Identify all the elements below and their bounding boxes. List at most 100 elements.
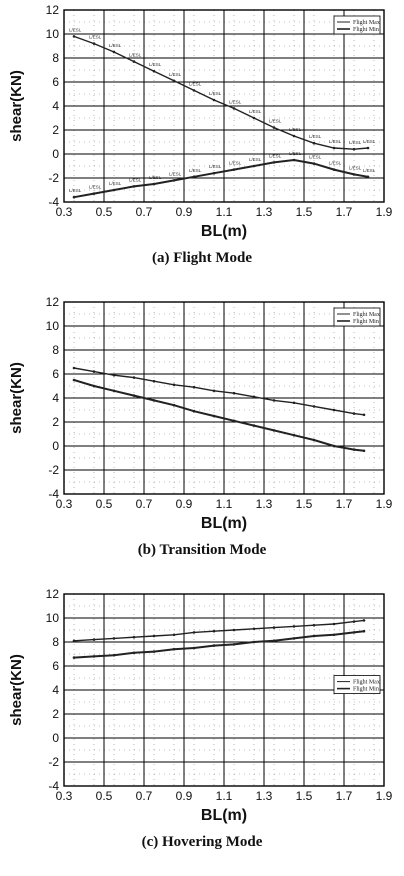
data-point: [92, 42, 96, 45]
data-point: [72, 35, 76, 38]
data-point: [192, 646, 196, 650]
y-tick-label: -2: [48, 463, 59, 477]
y-tick-label: -2: [48, 171, 59, 185]
data-point: [112, 653, 116, 657]
point-label: L/ESL: [289, 127, 302, 132]
series-flight-min: [72, 629, 366, 659]
y-tick-label: 8: [52, 343, 59, 357]
x-tick-label: 1.7: [336, 497, 353, 511]
series-flight-max: L/ESLL/ESLL/ESLL/ESLL/ESLL/ESLL/ESLL/ESL…: [69, 27, 376, 151]
data-point: [332, 633, 336, 637]
y-axis-label: shear(KN): [8, 70, 25, 142]
data-point: [152, 650, 156, 653]
point-label: L/ESL: [69, 27, 82, 32]
x-tick-label: 0.7: [136, 789, 153, 803]
x-axis-label: BL(m): [201, 807, 247, 824]
plot-frame: [63, 301, 385, 495]
data-point: [332, 622, 336, 626]
chart-caption: (b) Transition Mode: [138, 542, 267, 558]
chart-hovering-mode: 0.3 0.5 0.7 0.9 1.1 1.3 1.5 1.7 1.9 -4 -2 0 2 4 6 8 10 12…: [8, 587, 393, 850]
data-point: [192, 409, 196, 413]
data-point: [362, 619, 366, 622]
y-tick-label: -4: [48, 779, 59, 793]
major-grid: [63, 301, 385, 495]
data-point: [152, 634, 156, 638]
point-label: L/ESL: [229, 99, 242, 104]
x-tick-label: 0.9: [176, 789, 193, 803]
series-line: [73, 379, 365, 452]
x-axis-label: BL(m): [201, 515, 247, 532]
data-point: [232, 391, 236, 395]
point-label: L/ESL: [309, 155, 322, 160]
x-tick-label: 0.3: [56, 205, 73, 219]
y-tick-label: 4: [52, 683, 59, 697]
x-tick-label: 1.7: [336, 789, 353, 803]
data-point: [292, 134, 296, 138]
point-label: L/ESL: [109, 181, 122, 186]
data-point: [192, 631, 196, 634]
x-tick-label: 1.3: [256, 789, 273, 803]
point-label: L/ESL: [349, 140, 362, 145]
y-tick-label: 0: [52, 731, 59, 745]
y-tick-label: 6: [52, 367, 59, 381]
data-point: [352, 147, 356, 151]
x-tick-label: 1.9: [376, 789, 393, 803]
y-tick-label: 12: [46, 3, 60, 17]
data-point: [232, 628, 236, 632]
y-tick-label: 2: [52, 123, 59, 137]
point-label: L/ESL: [269, 153, 282, 158]
legend-label: Flight Max: [353, 20, 380, 26]
x-tick-label: 1.9: [376, 497, 393, 511]
legend-label: Flight Min: [353, 27, 379, 33]
point-label: L/ESL: [189, 168, 202, 173]
chart-transition-mode: 0.3 0.5 0.7 0.9 1.1 1.3 1.5 1.7 1.9 -4 -2 0 2 4 6 8 10 12…: [8, 295, 393, 558]
data-point: [352, 412, 356, 415]
data-point: [132, 376, 136, 379]
data-point: [72, 639, 76, 643]
y-tick-label: 0: [52, 147, 59, 161]
y-tick-label: 8: [52, 635, 59, 649]
data-point: [232, 643, 236, 646]
series-line: [73, 35, 369, 150]
chart-panel-transition: 0.3 0.5 0.7 0.9 1.1 1.3 1.5 1.7 1.9 -4 -2 0 2 4 6 8 10 12…: [0, 292, 404, 584]
data-point: [312, 438, 316, 442]
series-line: [73, 619, 365, 642]
data-point: [332, 168, 336, 171]
data-point: [232, 107, 236, 110]
x-tick-label: 0.9: [176, 205, 193, 219]
data-point: [292, 401, 296, 405]
point-label: L/ESL: [363, 168, 376, 173]
data-point: [172, 79, 176, 83]
x-tick-label: 1.5: [296, 205, 313, 219]
data-point: [152, 379, 156, 383]
plot-frame: [63, 593, 385, 787]
data-point: [192, 175, 196, 179]
x-tick-label: 0.3: [56, 497, 73, 511]
y-tick-label: -4: [48, 487, 59, 501]
y-tick-label: 8: [52, 51, 59, 65]
x-tick-label: 0.9: [176, 497, 193, 511]
data-point: [112, 389, 116, 393]
x-tick-label: 1.9: [376, 205, 393, 219]
point-label: L/ESL: [289, 151, 302, 156]
point-label: L/ESL: [129, 177, 142, 182]
x-tick-label: 0.5: [96, 789, 113, 803]
data-point: [252, 164, 256, 168]
data-point: [92, 384, 96, 388]
data-point: [132, 635, 136, 639]
data-point: [332, 444, 336, 448]
data-point: [72, 195, 76, 199]
data-point: [132, 185, 136, 188]
point-label: L/ESL: [269, 119, 282, 124]
data-point: [292, 637, 296, 640]
y-tick-label: 12: [46, 295, 60, 309]
point-label: L/ESL: [249, 109, 262, 114]
data-point: [212, 644, 216, 647]
data-point: [352, 631, 356, 634]
y-tick-label: -2: [48, 755, 59, 769]
data-point: [252, 424, 256, 427]
data-point: [112, 373, 116, 377]
legend-label: Flight Max: [353, 312, 380, 318]
series-flight-max: [72, 366, 366, 417]
data-point: [92, 370, 96, 373]
